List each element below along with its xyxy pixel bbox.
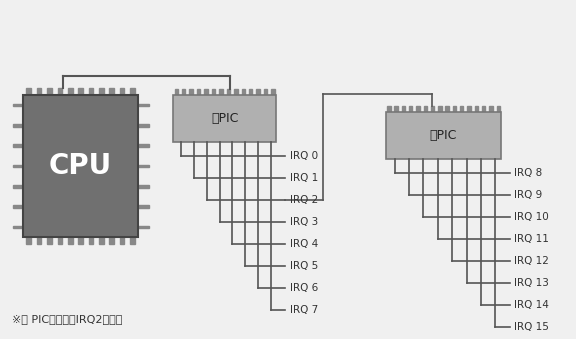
Text: IRQ 15: IRQ 15 (514, 322, 550, 332)
Bar (241, 89, 245, 95)
Bar (68, 237, 73, 244)
Text: IRQ 5: IRQ 5 (290, 261, 318, 271)
Bar (401, 106, 405, 112)
Bar (386, 112, 501, 159)
Text: IRQ 11: IRQ 11 (514, 234, 550, 244)
Bar (264, 89, 267, 95)
Bar (226, 89, 230, 95)
Bar (89, 237, 93, 244)
Bar (271, 89, 275, 95)
Bar (130, 237, 135, 244)
Bar (13, 205, 23, 208)
Text: IRQ 13: IRQ 13 (514, 278, 550, 288)
Bar (138, 144, 149, 147)
Text: IRQ 9: IRQ 9 (514, 190, 543, 200)
Bar (89, 88, 93, 95)
Bar (409, 106, 412, 112)
Bar (387, 106, 391, 112)
Bar (395, 106, 398, 112)
Text: IRQ 2: IRQ 2 (290, 195, 318, 205)
Bar (58, 237, 62, 244)
Bar (431, 106, 434, 112)
Bar (212, 89, 215, 95)
Bar (234, 89, 237, 95)
Text: IRQ 6: IRQ 6 (290, 283, 318, 293)
Bar (13, 144, 23, 147)
Bar (138, 104, 149, 106)
Text: CPU: CPU (49, 152, 112, 180)
Bar (138, 205, 149, 208)
Bar (138, 185, 149, 188)
Text: IRQ 8: IRQ 8 (514, 168, 543, 178)
Text: IRQ 10: IRQ 10 (514, 212, 549, 222)
Text: ※从 PIC必须通过IRQ2来连接: ※从 PIC必须通过IRQ2来连接 (12, 314, 122, 324)
Bar (109, 88, 114, 95)
Bar (99, 88, 104, 95)
Bar (197, 89, 200, 95)
Bar (130, 88, 135, 95)
Bar (467, 106, 471, 112)
Bar (138, 226, 149, 228)
Bar (438, 106, 442, 112)
Text: IRQ 1: IRQ 1 (290, 173, 318, 183)
Bar (78, 237, 83, 244)
Bar (13, 226, 23, 228)
Bar (423, 106, 427, 112)
Text: IRQ 14: IRQ 14 (514, 300, 550, 310)
Bar (497, 106, 500, 112)
Text: 从PIC: 从PIC (430, 129, 457, 142)
Bar (47, 237, 52, 244)
Bar (138, 124, 149, 127)
Bar (138, 165, 149, 167)
Bar (182, 89, 185, 95)
Bar (13, 104, 23, 106)
Bar (58, 88, 62, 95)
Bar (445, 106, 449, 112)
Bar (13, 124, 23, 127)
Bar (23, 95, 138, 237)
Bar (120, 88, 124, 95)
Bar (175, 89, 178, 95)
Bar (453, 106, 456, 112)
Bar (13, 165, 23, 167)
Bar (482, 106, 486, 112)
Bar (475, 106, 478, 112)
Bar (219, 89, 223, 95)
Bar (13, 185, 23, 188)
Bar (190, 89, 193, 95)
Text: IRQ 12: IRQ 12 (514, 256, 550, 266)
Bar (37, 237, 41, 244)
Text: IRQ 7: IRQ 7 (290, 305, 318, 315)
Text: 主PIC: 主PIC (211, 112, 238, 125)
Bar (109, 237, 114, 244)
Bar (489, 106, 492, 112)
Bar (460, 106, 464, 112)
Bar (47, 88, 52, 95)
Bar (26, 88, 31, 95)
Text: IRQ 4: IRQ 4 (290, 239, 318, 249)
Bar (68, 88, 73, 95)
Bar (78, 88, 83, 95)
Text: IRQ 3: IRQ 3 (290, 217, 318, 227)
Bar (26, 237, 31, 244)
Bar (37, 88, 41, 95)
Bar (99, 237, 104, 244)
Bar (173, 95, 276, 142)
Bar (204, 89, 208, 95)
Bar (120, 237, 124, 244)
Text: IRQ 0: IRQ 0 (290, 151, 318, 161)
Bar (249, 89, 252, 95)
Bar (256, 89, 260, 95)
Bar (416, 106, 420, 112)
